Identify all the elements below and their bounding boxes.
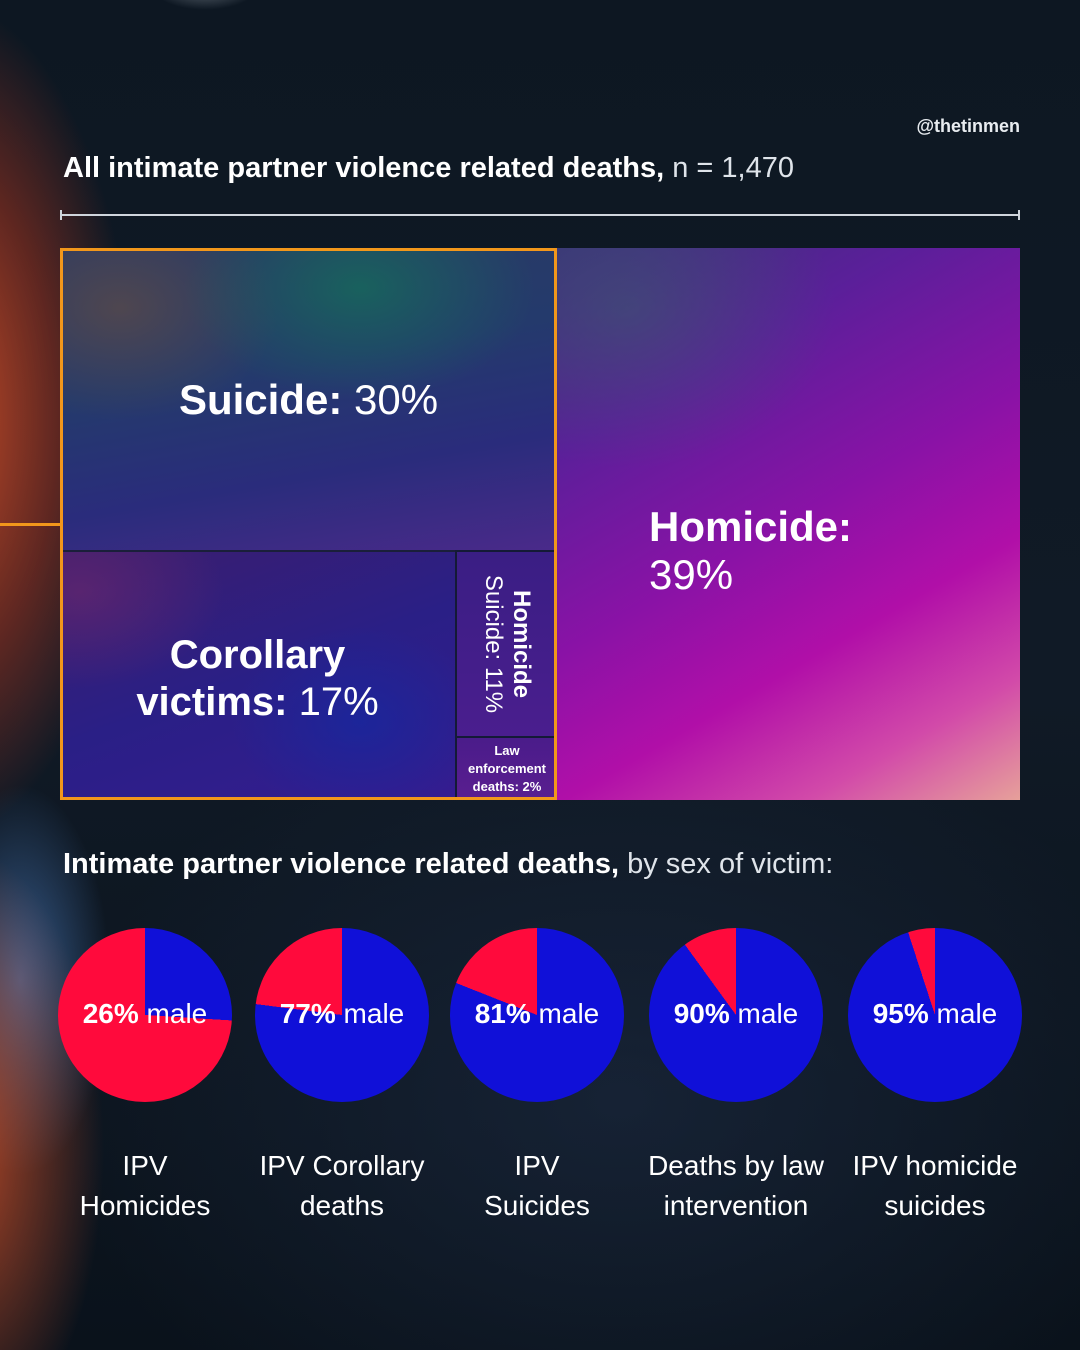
- pie-category-line: IPV: [514, 1150, 560, 1181]
- pie-category-line: Homicides: [79, 1190, 211, 1221]
- law-name-line2: enforcement: [467, 761, 547, 776]
- pie-category-line: Deaths by law: [648, 1150, 824, 1181]
- corollary-label: Corollary victims: 17%: [60, 632, 455, 726]
- pie-chart: [255, 928, 429, 1102]
- pie-category-line: suicides: [884, 1190, 986, 1221]
- pie-suffix: male: [138, 998, 208, 1029]
- treemap-tile-homicide: Homicide: 39%: [557, 248, 1020, 800]
- background-highlight: [150, 0, 260, 10]
- pie-value-label: 26% male: [45, 998, 245, 1030]
- pie-item: 77% male IPV Corollary deaths: [242, 928, 442, 1228]
- pie-category-label: IPV Corollary deaths: [222, 1146, 462, 1226]
- pie-category-line: Suicides: [484, 1190, 590, 1221]
- highlight-connector: [0, 523, 60, 526]
- pie-category-label: Deaths by law intervention: [616, 1146, 856, 1226]
- corollary-name-line1: Corollary: [169, 633, 346, 677]
- pie-percent: 81%: [474, 998, 531, 1029]
- total-bracket: [60, 210, 1020, 220]
- pie-chart-row: 26% male IPV Homicides 77% male IPV Corollar…: [0, 928, 1080, 1228]
- pies-title-bold: Intimate partner violence related deaths…: [63, 848, 620, 880]
- pie-suffix: male: [530, 998, 600, 1029]
- treemap-title-bold: All intimate partner violence related de…: [63, 152, 665, 184]
- homicide-name: Homicide:: [649, 503, 853, 550]
- pie-item: 95% male IPV homicide suicides: [835, 928, 1035, 1228]
- pie-chart: [58, 928, 232, 1102]
- pie-suffix: male: [928, 998, 998, 1029]
- corollary-name-line2: victims:: [136, 680, 288, 724]
- corollary-value: 17%: [298, 680, 379, 724]
- treemap: Homicide: 39% Suicide: 30% Corollary vic…: [60, 248, 1020, 800]
- pie-value-label: 77% male: [242, 998, 442, 1030]
- pie-item: 26% male IPV Homicides: [45, 928, 245, 1228]
- pie-percent: 77%: [279, 998, 336, 1029]
- pie-item: 81% male IPV Suicides: [437, 928, 637, 1228]
- suicide-label: Suicide: 30%: [60, 376, 557, 424]
- treemap-tile-law-enforcement: Law enforcement deaths: 2%: [455, 736, 557, 800]
- pie-suffix: male: [729, 998, 799, 1029]
- treemap-tile-corollary: Corollary victims: 17%: [60, 550, 455, 800]
- pies-title: Intimate partner violence related deaths…: [63, 848, 833, 881]
- law-value: deaths: 2%: [472, 779, 542, 794]
- pie-chart: [848, 928, 1022, 1102]
- pie-percent: 95%: [872, 998, 929, 1029]
- treemap-title-count: n = 1,470: [672, 152, 794, 184]
- suicide-name: Suicide:: [178, 376, 343, 423]
- pie-category-line: deaths: [299, 1190, 385, 1221]
- pie-chart: [649, 928, 823, 1102]
- pie-category-line: IPV Corollary: [259, 1150, 425, 1181]
- treemap-title: All intimate partner violence related de…: [63, 152, 794, 185]
- pies-title-light: by sex of victim:: [627, 848, 834, 880]
- pie-category-label: IPV Homicides: [25, 1146, 265, 1226]
- author-handle: @thetinmen: [916, 116, 1020, 136]
- pie-category-label: IPV homicide suicides: [815, 1146, 1055, 1226]
- homicide-value: 39%: [649, 551, 734, 598]
- pie-chart: [450, 928, 624, 1102]
- pie-percent: 90%: [673, 998, 730, 1029]
- pie-item: 90% male Deaths by law intervention: [636, 928, 836, 1228]
- pie-value-label: 81% male: [437, 998, 637, 1030]
- non-homicide-highlight-box: [60, 248, 557, 800]
- pie-suffix: male: [335, 998, 405, 1029]
- treemap-tile-homicide-suicide: Homicide Suicide: 11%: [455, 550, 557, 736]
- law-name-line1: Law: [494, 743, 520, 758]
- pie-category-line: IPV: [122, 1150, 168, 1181]
- pie-category-line: IPV homicide: [852, 1150, 1018, 1181]
- treemap-tile-suicide: Suicide: 30%: [60, 248, 557, 550]
- pie-category-label: IPV Suicides: [417, 1146, 657, 1226]
- pie-percent: 26%: [82, 998, 139, 1029]
- pie-category-line: intervention: [663, 1190, 809, 1221]
- law-enforcement-label: Law enforcement deaths: 2%: [457, 742, 557, 796]
- homicide-label: Homicide: 39%: [649, 503, 852, 599]
- pie-value-label: 90% male: [636, 998, 836, 1030]
- pie-value-label: 95% male: [835, 998, 1035, 1030]
- suicide-value: 30%: [353, 376, 439, 423]
